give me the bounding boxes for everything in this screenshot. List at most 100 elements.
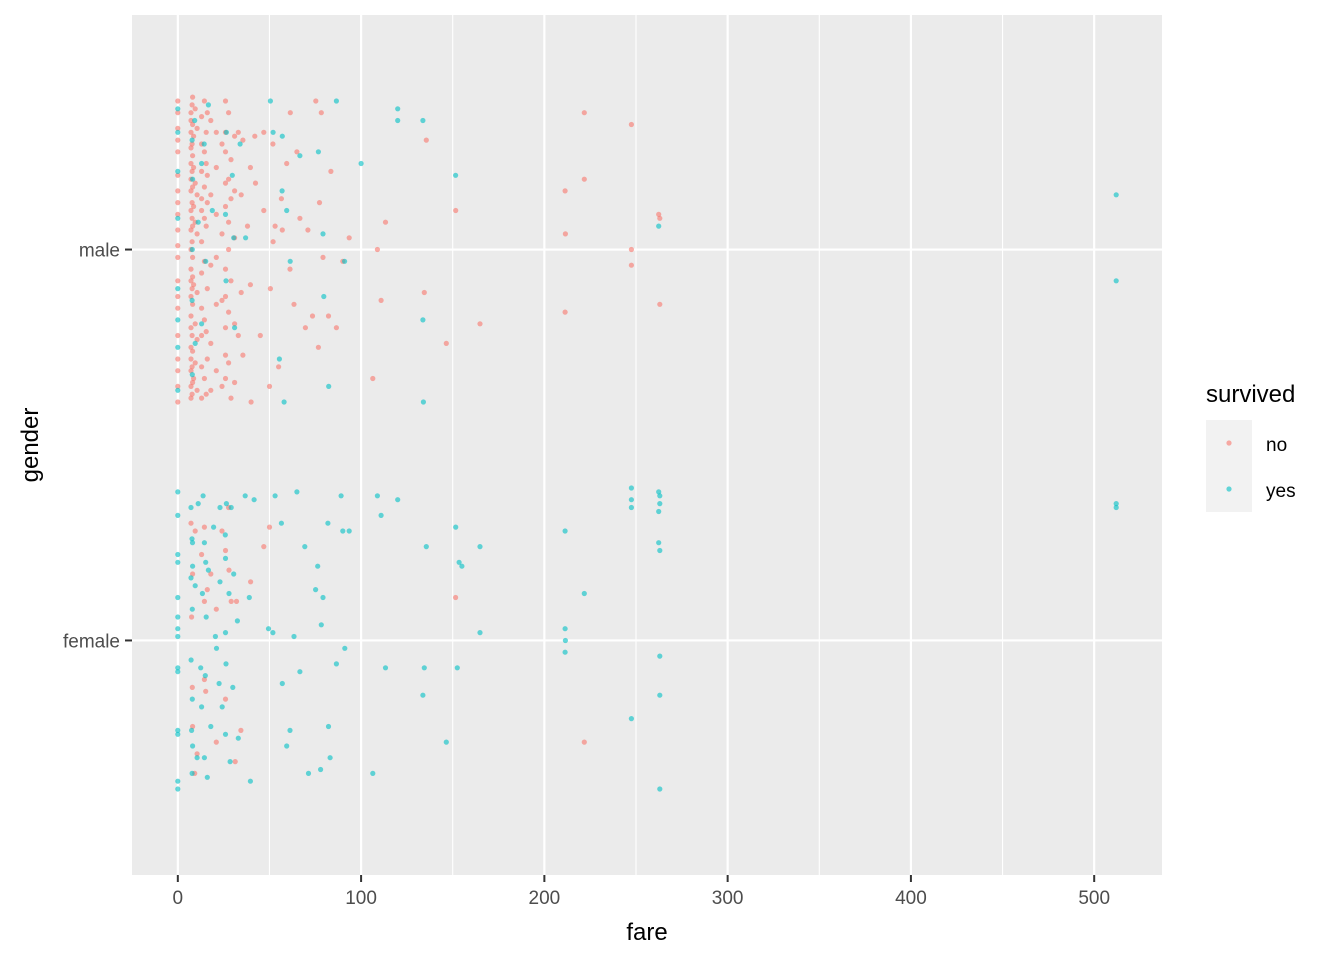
point-no-male: [204, 172, 210, 178]
point-yes-female: [217, 504, 223, 511]
point-no-male: [191, 282, 197, 288]
point-no-male: [222, 203, 229, 210]
point-yes-male: [320, 231, 326, 237]
point-yes-female: [189, 536, 195, 542]
point-yes-female: [213, 645, 220, 651]
point-no-male: [191, 375, 197, 382]
point-no-female: [201, 676, 207, 683]
point-no-male: [248, 399, 254, 405]
point-no-male: [222, 325, 229, 331]
point-no-female: [201, 524, 207, 530]
point-no-female: [204, 587, 210, 593]
point-no-female: [581, 739, 587, 745]
point-yes-male: [223, 129, 229, 135]
point-no-male: [175, 188, 181, 194]
point-no-male: [201, 149, 207, 155]
point-yes-female: [216, 680, 222, 687]
point-no-male: [189, 141, 195, 147]
point-no-male: [315, 344, 321, 350]
point-no-male: [226, 176, 232, 182]
point-yes-female: [175, 551, 181, 558]
point-no-male: [276, 364, 282, 370]
point-yes-male: [201, 141, 207, 147]
point-no-male: [247, 164, 253, 171]
point-yes-female: [395, 497, 401, 503]
legend-label-yes: yes: [1266, 481, 1296, 502]
point-yes-male: [420, 317, 426, 323]
point-yes-male: [420, 399, 426, 405]
point-no-male: [175, 125, 181, 131]
point-yes-female: [203, 559, 209, 565]
point-no-male: [257, 332, 263, 339]
point-yes-male: [192, 340, 198, 346]
point-no-male: [374, 246, 380, 253]
point-no-male: [189, 200, 195, 206]
point-yes-female: [201, 540, 207, 546]
point-yes-female: [189, 606, 195, 612]
legend-marker-yes: [1226, 486, 1232, 492]
point-yes-male: [279, 188, 285, 194]
point-no-male: [562, 309, 568, 315]
point-no-male: [194, 387, 200, 393]
point-no-male: [201, 317, 207, 323]
point-no-male: [175, 243, 181, 249]
point-no-male: [190, 223, 196, 229]
point-no-male: [261, 207, 267, 214]
point-yes-male: [333, 98, 339, 104]
point-no-male: [192, 321, 198, 327]
point-no-male: [628, 262, 635, 268]
point-no-male: [219, 231, 225, 237]
plot-panel: [132, 15, 1162, 875]
point-yes-female: [251, 497, 257, 503]
point-no-female: [222, 696, 229, 702]
point-yes-female: [378, 512, 384, 519]
point-yes-female: [338, 493, 344, 499]
point-yes-male: [229, 172, 235, 178]
point-yes-male: [315, 149, 321, 155]
point-yes-female: [628, 497, 635, 503]
point-yes-female: [1113, 501, 1119, 507]
point-no-male: [226, 246, 232, 253]
point-no-male: [222, 149, 229, 155]
point-yes-male: [175, 129, 181, 135]
point-yes-female: [657, 692, 663, 698]
point-yes-female: [175, 731, 181, 737]
point-yes-female: [297, 669, 303, 675]
point-yes-female: [247, 778, 253, 784]
point-yes-female: [374, 493, 380, 499]
point-yes-female: [420, 692, 426, 698]
point-no-male: [378, 297, 384, 303]
point-no-male: [190, 301, 196, 307]
point-yes-male: [270, 129, 276, 135]
point-yes-female: [204, 774, 210, 780]
point-yes-female: [477, 544, 483, 550]
point-no-male: [228, 196, 234, 202]
point-yes-male: [297, 153, 303, 159]
point-no-female: [190, 571, 196, 577]
point-no-male: [175, 172, 181, 178]
point-no-male: [213, 164, 219, 171]
point-no-male: [222, 266, 229, 272]
point-yes-female: [456, 559, 462, 565]
point-yes-male: [243, 235, 249, 241]
point-no-male: [316, 200, 323, 206]
point-no-male: [656, 211, 662, 217]
point-no-male: [477, 321, 483, 327]
point-no-male: [188, 278, 194, 284]
point-no-male: [346, 235, 352, 241]
point-yes-male: [1113, 278, 1119, 284]
point-no-male: [199, 395, 205, 401]
point-yes-female: [1113, 504, 1119, 511]
point-no-male: [235, 332, 241, 339]
point-no-female: [233, 598, 240, 605]
point-no-male: [203, 160, 209, 167]
point-no-male: [222, 180, 229, 186]
point-no-male: [188, 145, 194, 151]
point-yes-female: [333, 661, 339, 667]
point-no-male: [201, 215, 207, 221]
point-yes-female: [291, 633, 297, 640]
point-no-male: [222, 352, 229, 358]
point-no-male: [657, 301, 663, 307]
point-yes-female: [305, 770, 312, 777]
